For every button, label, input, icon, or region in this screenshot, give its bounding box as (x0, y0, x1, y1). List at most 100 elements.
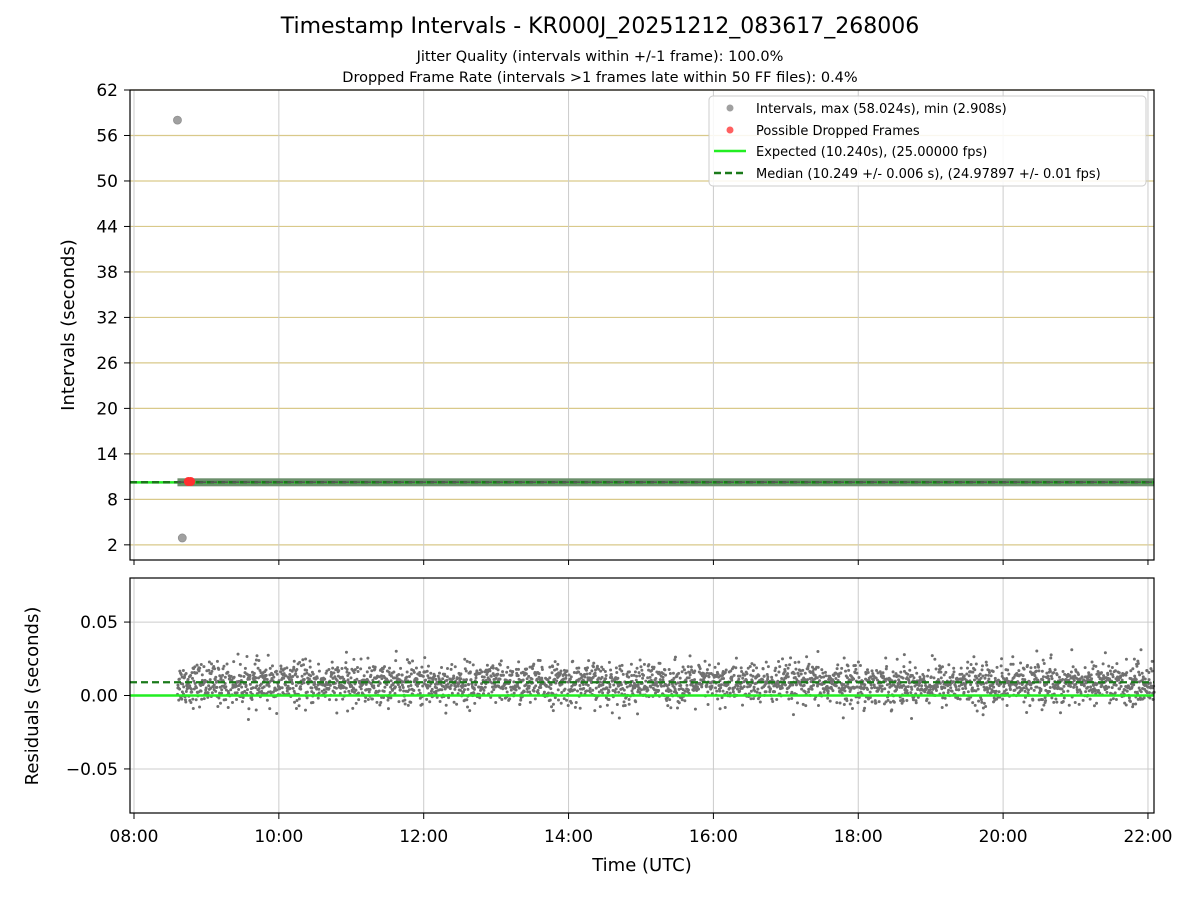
residual-point (1062, 684, 1066, 688)
residual-point (617, 690, 621, 694)
residual-point (672, 676, 676, 680)
residual-point (783, 683, 787, 687)
residual-point (417, 688, 421, 692)
residual-point (262, 685, 266, 689)
residual-point (516, 667, 520, 671)
residual-point (845, 676, 849, 680)
residual-point (365, 670, 369, 674)
residual-point (844, 669, 848, 673)
residual-point (1138, 673, 1142, 677)
residual-point (627, 702, 631, 706)
residual-point (213, 667, 217, 671)
residual-point (1073, 674, 1077, 678)
residual-point (563, 687, 567, 691)
residual-point (942, 691, 946, 695)
residual-point (540, 665, 544, 669)
residual-point (1115, 662, 1119, 666)
residual-point (449, 667, 453, 671)
residual-point (577, 666, 581, 670)
residual-point (619, 683, 623, 687)
residual-point (876, 671, 880, 675)
residual-point (758, 691, 762, 695)
residual-point (1129, 669, 1133, 673)
residual-point (848, 678, 852, 682)
residual-point (979, 698, 983, 702)
residual-point (519, 698, 523, 702)
residual-point (577, 670, 581, 674)
residual-point (309, 674, 313, 678)
residual-point (856, 701, 860, 705)
residual-point (667, 668, 671, 671)
residual-point (640, 668, 644, 672)
residual-point (533, 697, 537, 701)
residual-point (583, 675, 587, 679)
residual-point (292, 689, 296, 693)
residual-point (1001, 697, 1005, 701)
residual-point (471, 663, 475, 667)
residual-point (675, 691, 679, 695)
residual-point (693, 707, 697, 711)
residual-point (671, 671, 675, 675)
residual-point (962, 674, 966, 678)
residual-point (1125, 671, 1129, 675)
residual-point (199, 689, 203, 693)
residual-point (632, 673, 636, 677)
residual-point (1082, 684, 1086, 688)
residual-point (697, 687, 701, 691)
residual-point (622, 700, 626, 704)
residual-point (906, 685, 910, 689)
residual-point (405, 658, 409, 662)
residual-point (1055, 700, 1059, 704)
residual-point (986, 690, 990, 694)
residual-point (189, 674, 193, 678)
residual-point (902, 684, 906, 688)
residual-point (346, 678, 350, 682)
residual-point (663, 668, 667, 672)
residual-point (717, 662, 721, 666)
residual-point (327, 686, 331, 690)
intervals-data (130, 115, 1154, 543)
residual-point (745, 672, 749, 676)
residual-point (569, 701, 573, 705)
residual-point (525, 667, 529, 671)
residual-point (1060, 687, 1064, 691)
residual-point (1050, 696, 1054, 700)
residual-point (846, 682, 850, 686)
residual-point (918, 675, 922, 679)
residual-point (246, 718, 250, 722)
residual-point (755, 690, 759, 694)
residual-point (474, 676, 478, 680)
residual-point (421, 674, 425, 678)
residual-point (1062, 690, 1066, 694)
residual-point (307, 677, 311, 681)
residual-point (885, 665, 889, 669)
residual-point (473, 701, 477, 705)
residual-point (890, 708, 894, 712)
residual-point (239, 674, 243, 678)
residual-point (257, 676, 261, 680)
residual-point (934, 688, 938, 692)
residual-point (679, 683, 683, 687)
residual-point (623, 704, 627, 708)
residual-point (899, 699, 903, 703)
residual-point (224, 698, 228, 702)
residual-point (594, 668, 598, 672)
residual-point (815, 684, 819, 688)
residual-point (389, 679, 393, 683)
residual-point (642, 673, 646, 677)
residual-point (816, 665, 820, 669)
residual-point (434, 677, 438, 681)
residual-point (400, 673, 404, 677)
residual-point (346, 674, 350, 678)
residual-point (806, 690, 810, 694)
residual-point (479, 688, 483, 692)
residual-point (677, 671, 681, 675)
residual-point (221, 673, 225, 677)
residual-point (749, 689, 753, 693)
residual-point (1132, 657, 1136, 661)
residual-point (785, 690, 789, 694)
residual-point (354, 701, 358, 705)
residual-point (429, 676, 433, 680)
residual-point (225, 662, 229, 666)
residual-point (466, 705, 470, 709)
